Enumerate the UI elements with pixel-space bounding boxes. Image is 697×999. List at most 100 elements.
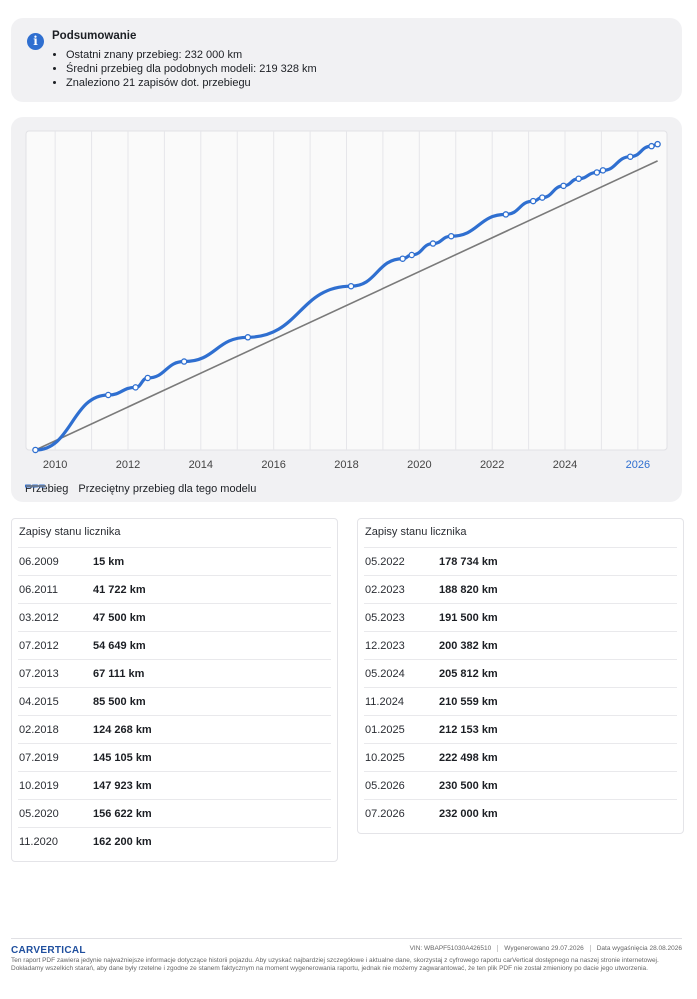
x-tick-label: 2016 [261, 459, 285, 471]
record-date: 07.2019 [19, 751, 59, 764]
record-date: 01.2025 [365, 723, 405, 736]
table-row: 06.2011 41 722 km [18, 575, 331, 603]
average-mileage-line [35, 160, 658, 451]
table-row: 05.2026 230 500 km [364, 771, 677, 799]
carvertical-logo: CARVERTICAL [11, 945, 86, 956]
record-date: 06.2011 [19, 583, 58, 596]
table-row: 11.2020 162 200 km [18, 827, 331, 855]
record-mileage: 47 500 km [93, 611, 146, 624]
mileage-point [627, 153, 634, 160]
mileage-point [399, 255, 406, 262]
info-icon: i [27, 33, 44, 50]
summary-item: Ostatni znany przebieg: 232 000 km [66, 48, 317, 62]
record-mileage: 54 649 km [93, 639, 146, 652]
record-date: 03.2012 [19, 611, 59, 624]
table-row: 05.2020 156 622 km [18, 799, 331, 827]
mileage-point [244, 334, 252, 341]
summary-title: Podsumowanie [52, 30, 137, 42]
x-tick-label: 2014 [189, 459, 213, 471]
record-date: 07.2026 [365, 807, 405, 820]
mileage-point [560, 182, 567, 190]
record-date: 05.2023 [365, 611, 405, 624]
record-mileage: 15 km [93, 555, 125, 568]
record-mileage: 212 153 km [439, 723, 498, 736]
table-row: 07.2019 145 105 km [18, 743, 331, 771]
record-date: 05.2024 [365, 667, 405, 680]
record-date: 12.2023 [365, 639, 405, 652]
record-mileage: 200 382 km [439, 639, 498, 652]
table-row: 04.2015 85 500 km [18, 687, 331, 715]
mileage-point [429, 240, 437, 247]
record-date: 05.2020 [19, 807, 59, 820]
record-mileage: 191 500 km [439, 611, 498, 624]
record-date: 07.2013 [19, 667, 59, 680]
record-mileage: 85 500 km [93, 695, 146, 708]
record-date: 05.2026 [365, 779, 405, 792]
mileage-point [593, 169, 601, 176]
record-mileage: 205 812 km [439, 667, 498, 680]
disclaimer-text: Ten raport PDF zawiera jedynie najważnie… [11, 957, 659, 972]
table-row: 07.2026 232 000 km [364, 799, 677, 827]
table-row: 03.2012 47 500 km [18, 603, 331, 631]
record-date: 07.2012 [19, 639, 59, 652]
table-row: 02.2018 124 268 km [18, 715, 331, 743]
x-tick-label: 2010 [43, 459, 67, 471]
record-date: 11.2020 [19, 835, 58, 848]
table-row: 11.2024 210 559 km [364, 687, 677, 715]
x-tick-label: 2020 [407, 459, 431, 471]
record-date: 10.2019 [19, 779, 59, 792]
expiry-date: Data wygaśnięcia 28.08.2026 [596, 945, 682, 952]
table-row: 07.2013 67 111 km [18, 659, 331, 687]
mileage-point [529, 197, 537, 205]
record-mileage: 67 111 km [93, 667, 145, 680]
generated-date: Wygenerowano 29.07.2026 [504, 945, 584, 952]
mileage-point [648, 142, 655, 150]
record-mileage: 188 820 km [439, 583, 498, 596]
record-date: 02.2023 [365, 583, 405, 596]
table-row: 05.2022 178 734 km [364, 547, 677, 575]
mileage-point [599, 167, 607, 174]
summary-list: Ostatni znany przebieg: 232 000 km Średn… [52, 48, 317, 90]
mileage-point [575, 175, 582, 182]
mileage-chart: 2010 2012 2014 2016 2018 2020 2022 2024 2026 [25, 130, 668, 471]
record-date: 04.2015 [19, 695, 59, 708]
record-date: 05.2022 [365, 555, 405, 568]
mileage-point [104, 391, 112, 399]
x-tick-label: 2026 [626, 459, 650, 471]
odometer-table-right: Zapisy stanu licznika 05.2022 178 734 km 0… [357, 518, 684, 834]
table-row: 02.2023 188 820 km [364, 575, 677, 603]
mileage-point [408, 251, 416, 259]
record-mileage: 230 500 km [439, 779, 498, 792]
record-mileage: 147 923 km [93, 779, 152, 792]
odometer-table-left: Zapisy stanu licznika 06.2009 15 km 06.201… [11, 518, 338, 862]
table-row: 01.2025 212 153 km [364, 715, 677, 743]
mileage-point [539, 194, 546, 201]
x-tick-label: 2022 [480, 459, 504, 471]
mileage-point [132, 384, 139, 391]
summary-item: Średni przebieg dla podobnych modeli: 21… [66, 62, 317, 76]
footer: CARVERTICAL VIN: WBAPF51030A426510 Wygen… [11, 938, 682, 972]
mileage-point [32, 446, 39, 454]
chart-legend: Przebieg Przeciętny przebieg dla tego mo… [25, 483, 266, 495]
mileage-point [180, 358, 188, 365]
table-row: 10.2025 222 498 km [364, 743, 677, 771]
record-date: 06.2009 [19, 555, 59, 568]
legend-item-average: Przeciętny przebieg dla tego modelu [26, 483, 257, 495]
record-mileage: 41 722 km [93, 583, 146, 596]
summary-item: Znaleziono 21 zapisów dot. przebiegu [66, 76, 317, 90]
legend-swatch-line-icon [26, 485, 46, 487]
table-row: 05.2024 205 812 km [364, 659, 677, 687]
legend-label: Przeciętny przebieg dla tego modelu [78, 483, 257, 495]
table-title: Zapisy stanu licznika [19, 526, 121, 538]
record-date: 02.2018 [19, 723, 59, 736]
record-mileage: 145 105 km [93, 751, 152, 764]
mileage-point [654, 140, 661, 148]
record-date: 11.2024 [365, 695, 404, 708]
x-tick-label: 2018 [334, 459, 358, 471]
table-row: 05.2023 191 500 km [364, 603, 677, 631]
table-row: 06.2009 15 km [18, 547, 331, 575]
table-row: 10.2019 147 923 km [18, 771, 331, 799]
mileage-chart-card: 2010 2012 2014 2016 2018 2020 2022 2024 2026 Prz… [11, 117, 682, 502]
report-meta: VIN: WBAPF51030A426510 Wygenerowano 29.0… [410, 945, 682, 952]
vin-text: VIN: WBAPF51030A426510 [409, 945, 492, 952]
